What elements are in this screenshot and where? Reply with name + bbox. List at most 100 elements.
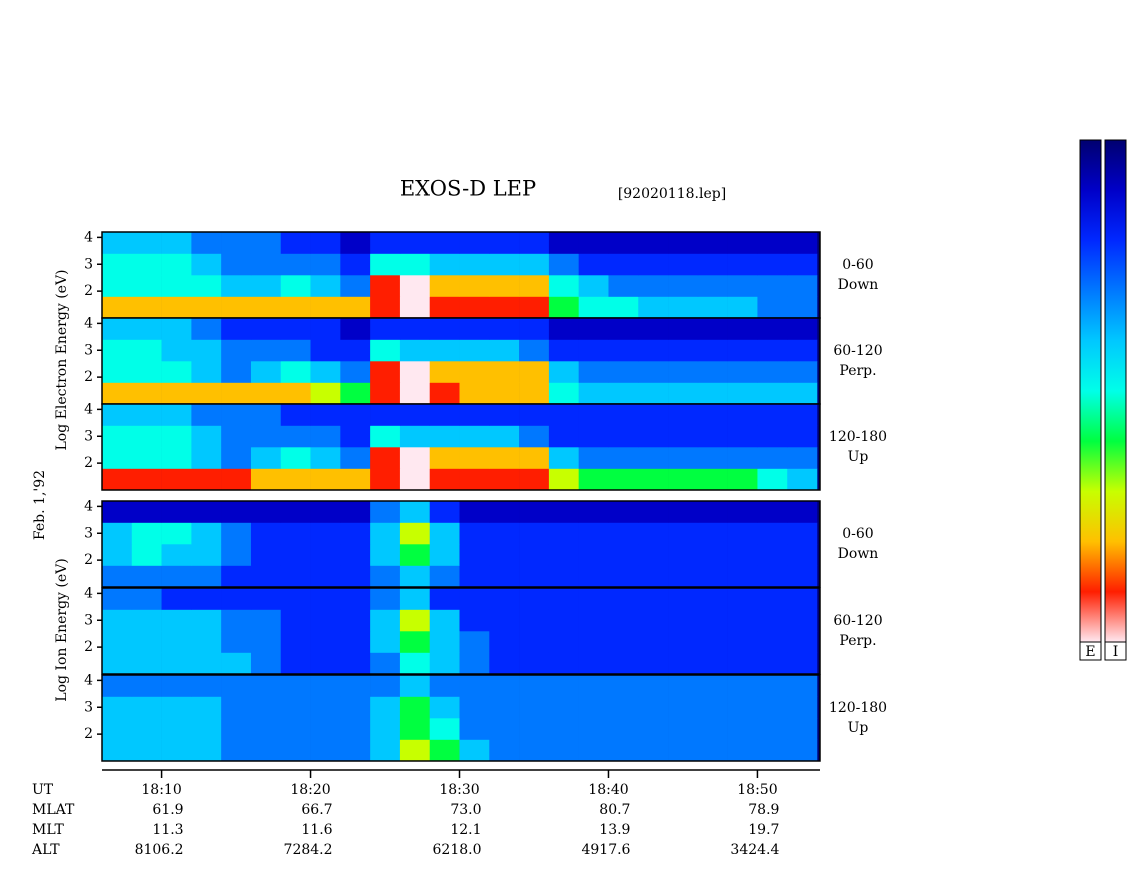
colorbar-label-box [1104,641,1127,661]
heatmap-cell [191,696,222,719]
heatmap-cell [727,275,758,297]
heatmap-cell [697,339,728,362]
heatmap-cell [399,361,431,383]
y-tick-label: 3 [84,428,93,444]
heatmap-cell [340,696,371,719]
heatmap-cell [727,253,758,276]
heatmap-cell [340,501,371,523]
heatmap-cell [370,361,401,383]
heatmap-cell [280,275,311,297]
heatmap-cell [340,361,371,383]
heatmap-cell [102,425,133,448]
colorbar [1104,139,1127,643]
heatmap-cell [787,522,818,545]
heatmap-cell [370,696,401,719]
heatmap-cell [429,361,460,383]
panel-label: 0-60 [842,257,873,273]
heatmap-cell [519,318,550,340]
heatmap-cell [638,339,669,362]
heatmap-cell [668,447,699,469]
heatmap-cell [608,501,639,523]
heatmap-cell [191,609,222,632]
heatmap-cell [370,609,401,632]
heatmap-cell [489,404,520,426]
heatmap-cell [489,501,520,523]
heatmap-cell [638,675,669,697]
heatmap-cell [489,232,520,254]
heatmap-cell [519,739,550,762]
heatmap-cell [370,522,401,545]
heatmap-cell [191,675,222,697]
heatmap-cell [221,382,252,405]
heatmap-cell [638,425,669,448]
heatmap-cell [161,275,192,297]
heatmap-cell [608,565,639,588]
ephemeris-value: 66.7 [301,802,332,818]
heatmap-cell [727,696,758,719]
heatmap-cell [459,318,490,340]
heatmap-cell [102,588,133,610]
heatmap-cell [250,404,282,426]
y-tick-label: 2 [84,552,93,568]
heatmap-cell [727,232,758,254]
heatmap-cell [102,522,133,545]
heatmap-cell [727,361,758,383]
heatmap-cell [697,404,728,426]
heatmap-cell [102,253,133,276]
heatmap-cell [638,501,669,523]
heatmap-cell [489,588,520,610]
heatmap-cell [578,468,609,491]
heatmap-cell [102,296,133,319]
heatmap-cell [668,718,699,740]
heatmap-cell [340,468,371,491]
panel-frame [101,500,821,588]
heatmap-cell [370,675,401,697]
heatmap-cell [459,404,490,426]
heatmap-cell [310,296,341,319]
heatmap-cell [608,468,639,491]
heatmap-cell [757,253,788,276]
heatmap-cell [280,296,311,319]
heatmap-cell [519,404,550,426]
heatmap-cell [340,318,371,340]
heatmap-cell [191,544,222,566]
heatmap-cell [459,468,490,491]
heatmap-cell [489,296,520,319]
heatmap-cell [519,718,550,740]
heatmap-cell [489,253,520,276]
heatmap-cell [519,501,550,523]
heatmap-cell [310,361,341,383]
heatmap-cell [370,404,401,426]
heatmap-cell [221,565,252,588]
heatmap-cell [250,565,282,588]
heatmap-cell [787,501,818,523]
ephemeris-value: 4917.6 [581,842,630,858]
heatmap-cell [191,339,222,362]
heatmap-cell [489,675,520,697]
heatmap-cell [310,253,341,276]
colorbar [1079,139,1102,643]
heatmap-cell [638,544,669,566]
heatmap-cell [399,253,431,276]
heatmap-cell [250,468,282,491]
heatmap-cell [280,522,311,545]
heatmap-cell [519,675,550,697]
heatmap-cell [131,739,162,762]
heatmap-cell [221,361,252,383]
heatmap-cell [161,522,192,545]
heatmap-cell [578,696,609,719]
heatmap-cell [221,696,252,719]
heatmap-cell [608,275,639,297]
heatmap-cell [757,588,788,610]
y-tick-label: 3 [84,256,93,272]
heatmap-cell [459,296,490,319]
heatmap-cell [399,588,431,610]
panel-label: Perp. [839,363,876,379]
heatmap-cell [221,425,252,448]
heatmap-cell [608,296,639,319]
heatmap-cell [280,318,311,340]
heatmap-cell [519,232,550,254]
heatmap-cell [250,296,282,319]
heatmap-cell [131,404,162,426]
heatmap-cell [727,544,758,566]
